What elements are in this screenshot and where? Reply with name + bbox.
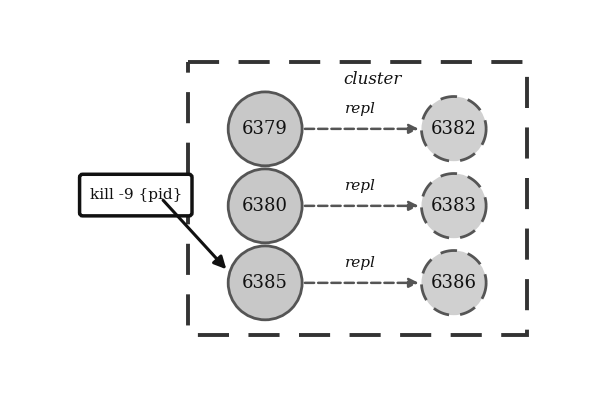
Circle shape (228, 246, 302, 320)
Text: 6380: 6380 (242, 197, 288, 215)
Text: cluster: cluster (344, 71, 402, 88)
Circle shape (228, 92, 302, 166)
FancyBboxPatch shape (80, 174, 192, 216)
Circle shape (421, 96, 486, 161)
Text: repl: repl (344, 102, 375, 116)
Text: 6379: 6379 (242, 120, 288, 138)
Text: 6386: 6386 (431, 274, 477, 292)
Circle shape (421, 250, 486, 315)
Text: kill -9 {pid}: kill -9 {pid} (89, 188, 182, 202)
Circle shape (228, 169, 302, 243)
Text: 6385: 6385 (242, 274, 288, 292)
Circle shape (421, 174, 486, 238)
Text: 6382: 6382 (431, 120, 477, 138)
Text: 6383: 6383 (431, 197, 477, 215)
Text: repl: repl (344, 256, 375, 270)
Text: repl: repl (344, 179, 375, 193)
